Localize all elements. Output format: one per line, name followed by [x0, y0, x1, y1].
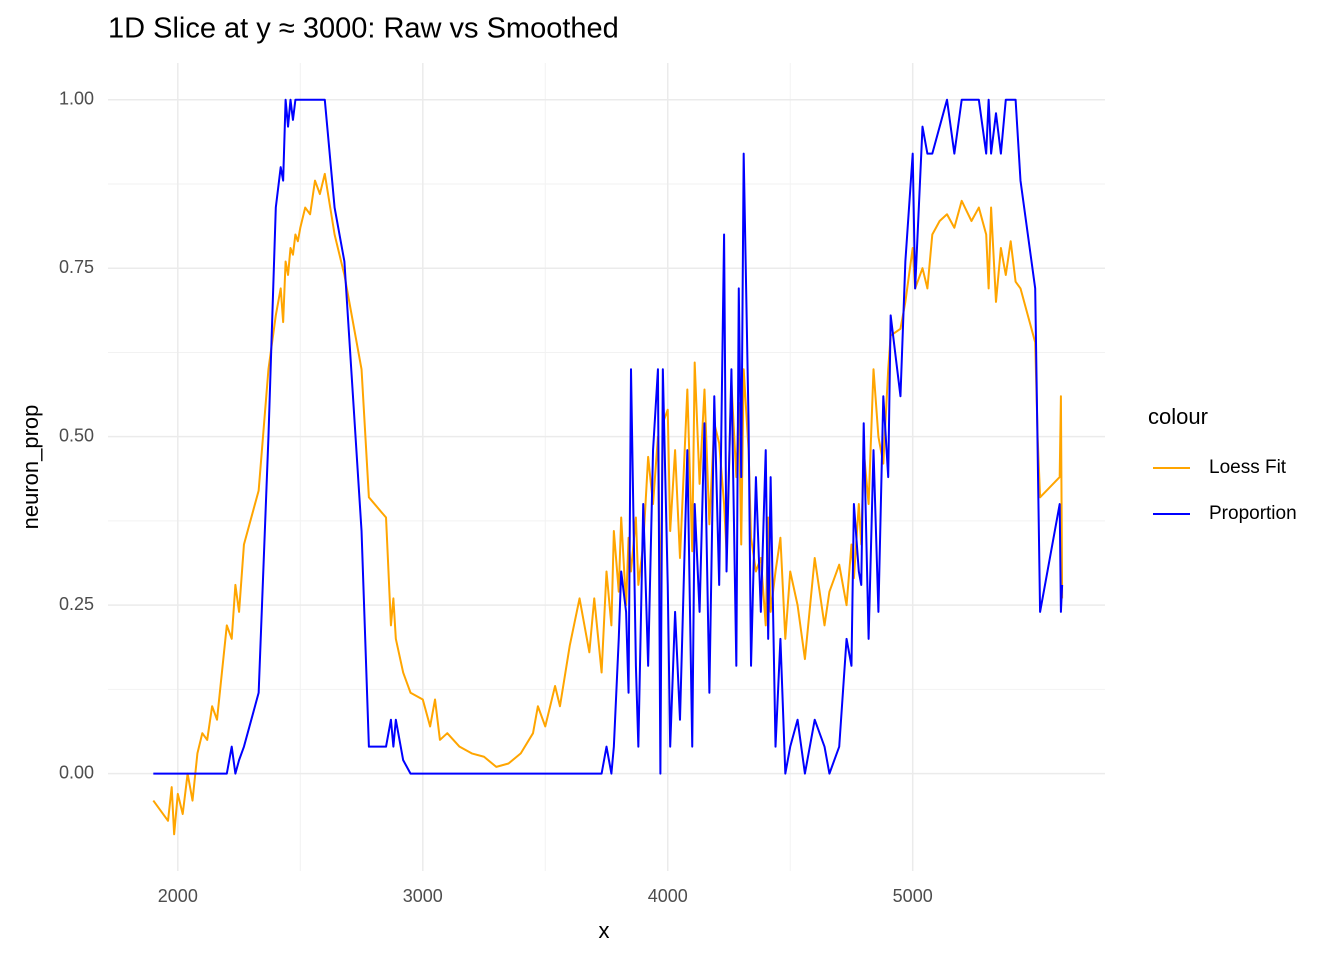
y-tick-label: 0.75: [59, 257, 94, 277]
grid: 0.00 0.25 0.50 0.75 1.00 2000 3000 4000 5000: [59, 63, 1105, 906]
x-tick-label: 4000: [648, 886, 688, 906]
legend: colour Loess Fit Proportion: [1148, 404, 1297, 524]
x-tick-label: 2000: [158, 886, 198, 906]
chart-title: 1D Slice at y ≈ 3000: Raw vs Smoothed: [108, 13, 619, 45]
y-tick-label: 0.00: [59, 762, 94, 782]
series-line: [152, 172, 1064, 836]
y-tick-label: 1.00: [59, 88, 94, 108]
legend-label: Proportion: [1209, 503, 1297, 524]
plot-area: [152, 98, 1064, 836]
legend-title: colour: [1148, 404, 1208, 429]
series-line: [153, 98, 1064, 775]
y-axis-title: neuron_prop: [18, 405, 43, 530]
y-tick-label: 0.50: [59, 425, 94, 445]
x-tick-label: 5000: [893, 886, 933, 906]
legend-label: Loess Fit: [1209, 457, 1287, 478]
y-tick-label: 0.25: [59, 594, 94, 614]
x-tick-label: 3000: [403, 886, 443, 906]
x-axis-title: x: [599, 918, 610, 943]
